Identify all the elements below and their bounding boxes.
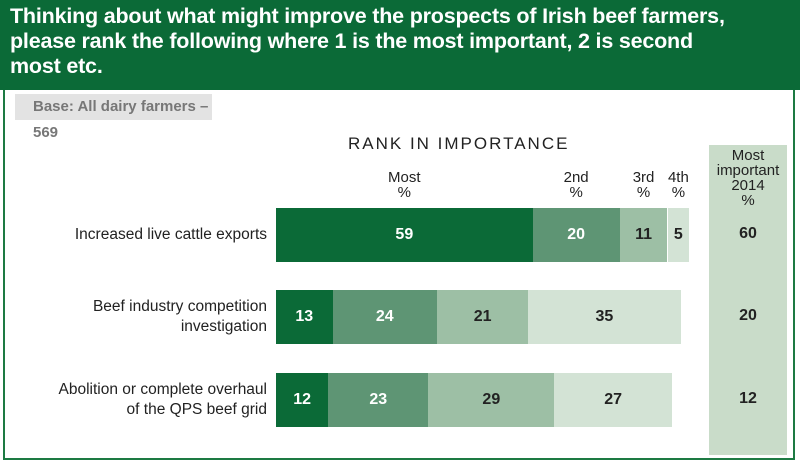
column-header: Most% (388, 170, 421, 200)
most-important-2014-header: Most important 2014 % (709, 148, 787, 208)
bar-segment-most: 59 (276, 208, 533, 262)
category-label-line: Increased live cattle exports (74, 226, 267, 243)
bar-segment-3rd: 21 (436, 290, 529, 344)
side-header-line: 2014 (731, 177, 765, 194)
bar-segment-3rd: 11 (619, 208, 668, 262)
bar-segment-2nd: 24 (332, 290, 437, 344)
column-header-line: 3rd (632, 169, 655, 186)
bar-segment-2nd: 20 (532, 208, 620, 262)
bar-segment-most: 13 (276, 290, 333, 344)
base-label: Base: All dairy farmers – 569 (15, 94, 212, 141)
column-header: 4th% (668, 170, 689, 200)
bar-segment-4th: 5 (667, 208, 690, 262)
column-header-line: 2nd (563, 169, 589, 186)
category-label-line: Abolition or complete overhaul (58, 381, 267, 398)
bar-segment-2nd: 23 (328, 373, 429, 427)
category-label-line: of the QPS beef grid (126, 401, 267, 418)
bar-segment-4th: 35 (528, 290, 681, 344)
chart-title: RANK IN IMPORTANCE (348, 134, 570, 153)
most-important-2014-value: 12 (739, 390, 757, 407)
column-header-line: 4th (667, 169, 689, 186)
side-header-line: % (741, 192, 755, 209)
column-header: 2nd% (564, 170, 589, 200)
category-label-line: investigation (180, 318, 267, 335)
category-label: Increased live cattle exports (75, 225, 267, 245)
column-header-line: % (397, 184, 411, 201)
category-label: Abolition or complete overhaul of the QPS… (58, 380, 267, 420)
side-header-line: Most (731, 147, 765, 164)
column-header-line: % (569, 184, 583, 201)
bar-segment-4th: 27 (554, 373, 672, 427)
column-header-line: Most (388, 169, 421, 186)
title-line: please rank the following where 1 is the… (10, 29, 693, 53)
column-header-line: % (636, 184, 651, 201)
title-banner: Thinking about what might improve the pr… (0, 0, 800, 90)
most-important-2014-column (709, 145, 787, 455)
category-label: Beef industry competition investigation (93, 297, 267, 337)
most-important-2014-value: 20 (739, 307, 757, 324)
title-line: most etc. (10, 54, 103, 78)
column-header-line: % (671, 184, 686, 201)
most-important-2014-value: 60 (739, 225, 757, 242)
column-header: 3rd% (633, 170, 655, 200)
title-line: Thinking about what might improve the pr… (10, 4, 725, 28)
category-label-line: Beef industry competition (92, 298, 267, 315)
bar-segment-most: 12 (276, 373, 329, 427)
side-header-line: important (716, 162, 780, 179)
bar-segment-3rd: 29 (428, 373, 555, 427)
